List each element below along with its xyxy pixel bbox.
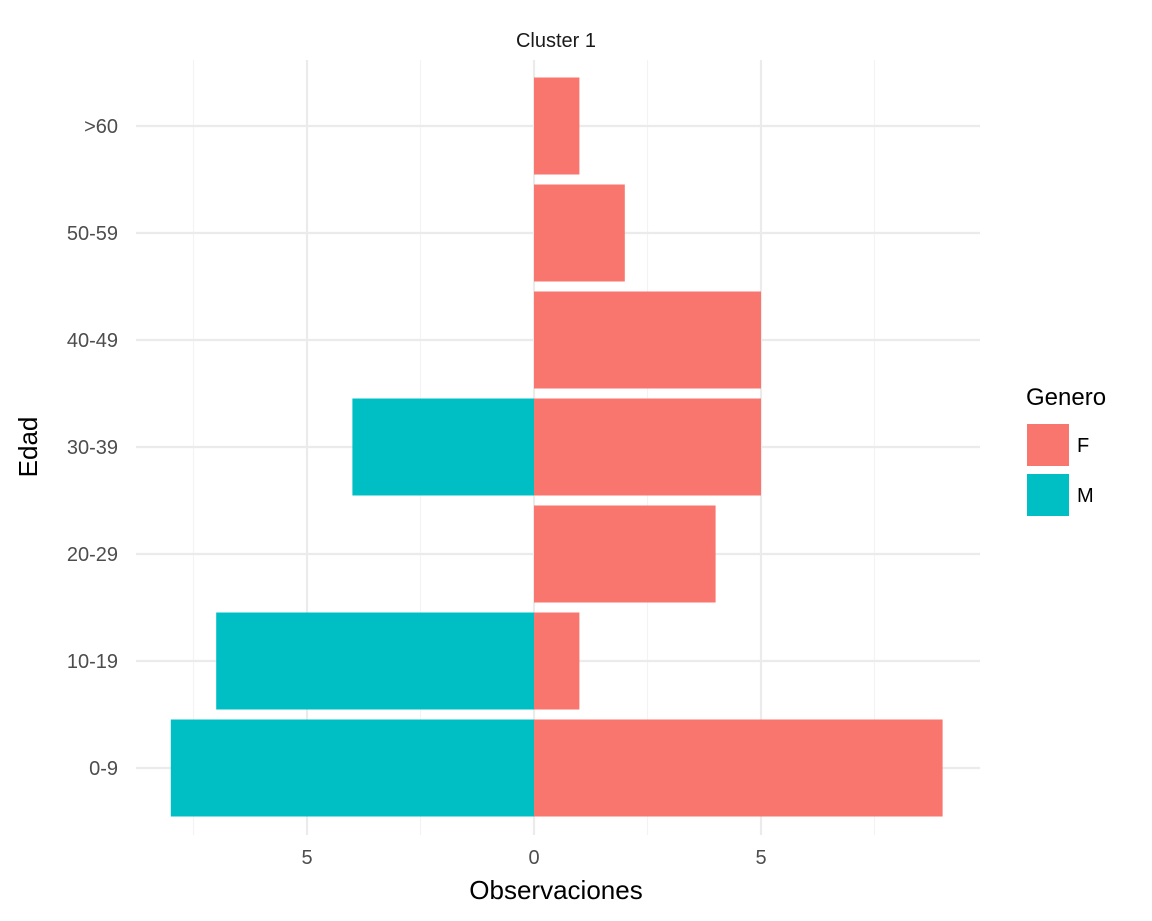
y-tick-label: 10-19: [67, 651, 118, 673]
legend-key-F: [1027, 424, 1069, 466]
bar-F-50-59: [534, 184, 625, 282]
x-tick-labels: 5 0 5: [301, 847, 766, 869]
x-tick-label: 5: [755, 847, 766, 869]
y-tick-label: 0-9: [89, 758, 118, 780]
bar-F-30-39: [534, 398, 761, 496]
bar-F-40-49: [534, 291, 761, 389]
y-tick-label: 30-39: [67, 437, 118, 459]
legend-key-M: [1027, 474, 1069, 516]
y-tick-labels: 0-9 10-19 20-29 30-39 40-49 50-59 >60: [67, 116, 118, 780]
y-tick-label: >60: [84, 116, 118, 138]
bar-F->60: [534, 77, 580, 175]
legend-label-F: F: [1077, 435, 1089, 457]
bar-M-10-19: [216, 612, 534, 710]
bar-F-20-29: [534, 505, 716, 603]
x-tick-label: 0: [528, 847, 539, 869]
bar-M-0-9: [170, 719, 535, 817]
y-tick-label: 50-59: [67, 223, 118, 245]
bar-F-0-9: [534, 719, 943, 817]
bar-F-10-19: [534, 612, 580, 710]
bars-layer: [170, 77, 943, 817]
y-tick-label: 40-49: [67, 330, 118, 352]
facet-title: Cluster 1: [516, 30, 596, 52]
legend-label-M: M: [1077, 485, 1094, 507]
bar-M-30-39: [352, 398, 534, 496]
y-axis-title: Edad: [13, 417, 43, 478]
legend-items: FM: [1027, 424, 1094, 516]
legend-title: Genero: [1026, 384, 1106, 411]
y-tick-label: 20-29: [67, 544, 118, 566]
x-tick-label: 5: [301, 847, 312, 869]
x-axis-title: Observaciones: [469, 875, 642, 905]
legend: Genero FM: [1026, 384, 1106, 516]
